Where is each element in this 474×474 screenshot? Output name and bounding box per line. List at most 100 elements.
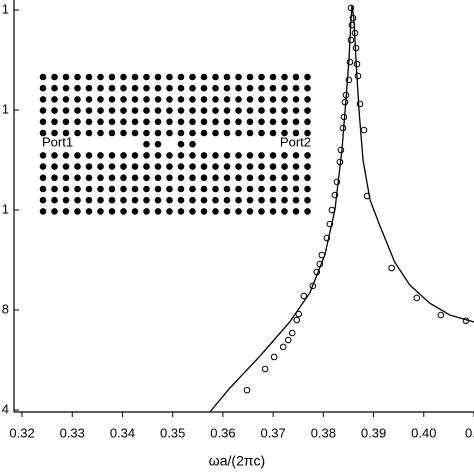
x-tick-label: 0.39 <box>361 425 386 440</box>
crystal-rod <box>166 73 173 81</box>
data-point <box>270 353 278 361</box>
crystal-rod <box>281 196 288 204</box>
crystal-rod <box>281 107 288 114</box>
crystal-rod <box>304 174 311 182</box>
crystal-rod <box>39 174 47 182</box>
crystal-rod <box>189 129 196 137</box>
crystal-rod <box>200 174 208 182</box>
crystal-rod <box>212 84 219 92</box>
crystal-rod <box>62 163 70 170</box>
x-tick-label: 0.35 <box>160 425 185 440</box>
crystal-rod <box>212 163 219 170</box>
crystal-rod <box>120 163 127 170</box>
x-tick-label: 0.38 <box>311 425 336 440</box>
crystal-rod <box>258 73 265 81</box>
crystal-rod <box>200 73 208 81</box>
port-label: Port1 <box>42 134 73 149</box>
crystal-rod <box>120 152 127 159</box>
data-point <box>354 72 362 80</box>
crystal-rod <box>292 152 300 159</box>
crystal-rod <box>212 73 219 81</box>
crystal-rod <box>120 129 127 137</box>
crystal-rod <box>177 185 185 193</box>
crystal-rod <box>189 196 196 204</box>
crystal-rod <box>304 163 311 170</box>
crystal-rod <box>189 73 196 81</box>
crystal-rod <box>62 73 70 81</box>
crystal-rod <box>246 163 254 170</box>
crystal-rod <box>131 196 139 204</box>
x-tick-label: 0.40 <box>411 425 436 440</box>
crystal-rod <box>51 96 58 103</box>
data-point <box>288 329 296 337</box>
crystal-rod <box>143 118 150 126</box>
crystal-rod <box>108 107 116 114</box>
crystal-rod <box>62 196 70 204</box>
crystal-rod <box>108 174 116 182</box>
crystal-rod <box>269 107 277 114</box>
crystal-rod <box>200 196 208 204</box>
crystal-rod <box>108 73 116 81</box>
crystal-rod <box>39 208 47 215</box>
data-point <box>360 126 368 134</box>
crystal-rod <box>189 96 196 103</box>
crystal-rod <box>85 208 93 215</box>
crystal-rod <box>246 129 254 137</box>
crystal-rod <box>246 107 254 114</box>
crystal-rod <box>108 129 116 137</box>
crystal-rod <box>39 84 47 92</box>
data-point <box>279 343 287 351</box>
crystal-rod <box>120 208 127 215</box>
crystal-rod <box>39 107 47 114</box>
crystal-rod <box>212 208 219 215</box>
data-point <box>413 294 421 302</box>
data-point <box>437 311 445 319</box>
data-point <box>243 386 251 394</box>
crystal-rod <box>292 129 300 137</box>
crystal-rod <box>154 129 162 137</box>
crystal-rod <box>223 174 231 182</box>
crystal-rod <box>51 152 58 159</box>
crystal-rod <box>39 185 47 193</box>
inset-crystal <box>39 73 311 215</box>
x-tick-label: 0.4 <box>465 425 474 440</box>
y-tick-label: 8 <box>2 301 9 316</box>
crystal-rod <box>143 185 150 193</box>
crystal-rod <box>212 174 219 182</box>
crystal-rod <box>292 107 300 114</box>
crystal-rod <box>246 174 254 182</box>
crystal-rod <box>62 107 70 114</box>
crystal-rod <box>212 196 219 204</box>
crystal-rod <box>235 96 242 103</box>
data-point <box>388 264 395 272</box>
crystal-rod <box>258 152 265 159</box>
x-tick-label: 0.32 <box>9 425 34 440</box>
crystal-rod <box>281 185 288 193</box>
x-tick-label: 0.37 <box>260 425 285 440</box>
crystal-rod <box>39 129 47 137</box>
data-point <box>261 365 269 373</box>
crystal-rod <box>143 129 150 137</box>
crystal-rod <box>281 163 288 170</box>
crystal-rod <box>74 84 81 92</box>
crystal-rod <box>39 152 47 159</box>
crystal-rod <box>131 129 139 137</box>
crystal-rod <box>51 185 58 193</box>
data-point <box>347 36 355 44</box>
crystal-rod <box>258 196 265 204</box>
crystal-rod <box>62 174 70 182</box>
x-tick-label: 0.36 <box>210 425 235 440</box>
crystal-rod <box>223 208 231 215</box>
crystal-rod <box>246 208 254 215</box>
crystal-rod <box>258 118 265 126</box>
crystal-rod <box>292 96 300 103</box>
crystal-rod <box>108 185 116 193</box>
crystal-rod <box>97 196 104 204</box>
crystal-rod <box>177 208 185 215</box>
crystal-rod <box>304 107 311 114</box>
crystal-rod <box>269 118 277 126</box>
crystal-rod <box>108 152 116 159</box>
crystal-rod <box>51 196 58 204</box>
crystal-rod <box>108 118 116 126</box>
crystal-rod <box>304 73 311 81</box>
